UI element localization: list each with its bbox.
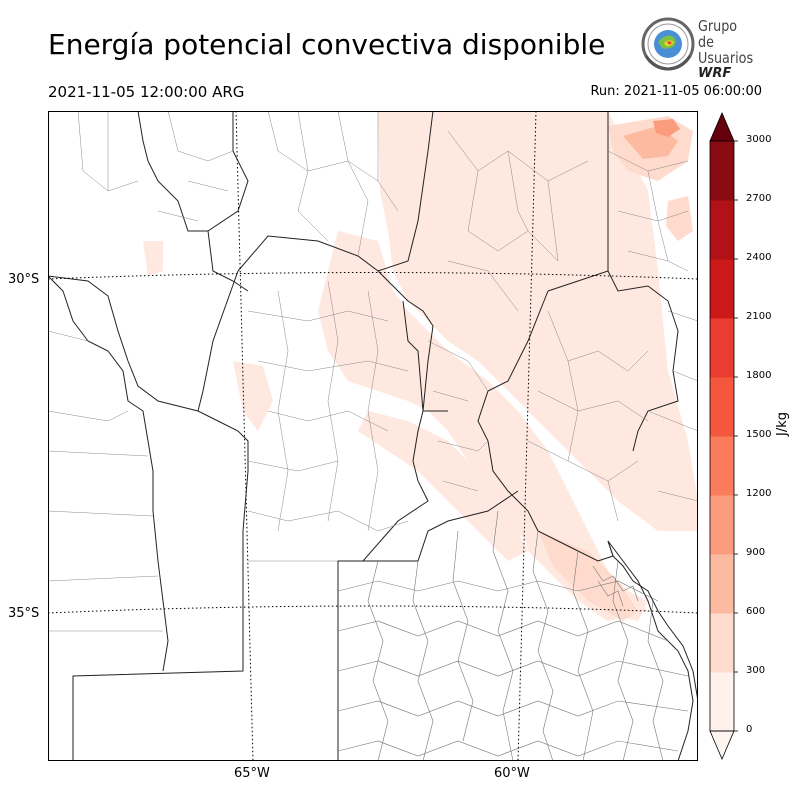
- map-panel: [48, 111, 698, 761]
- colorbar-tick-label: 2400: [746, 252, 772, 263]
- valid-time: 2021-11-05 12:00:00 ARG: [48, 83, 245, 101]
- partido-boundaries: [337, 510, 689, 761]
- colorbar: [709, 111, 738, 761]
- logo-line-2: Usuarios: [698, 49, 754, 67]
- colorbar-band: [710, 377, 734, 437]
- wrf-globe-icon: [641, 17, 695, 71]
- graticule: [48, 111, 698, 761]
- lon-label-60w: 60°W: [494, 766, 530, 781]
- coastline: [607, 540, 698, 702]
- colorbar-band: [710, 613, 734, 673]
- run-time: Run: 2021-11-05 06:00:00: [590, 84, 762, 99]
- colorbar-tick-label: 0: [746, 724, 753, 735]
- colorbar-band: [710, 495, 734, 555]
- logo-line-1: Grupo de: [698, 17, 738, 51]
- colorbar-tick-label: 2700: [746, 193, 772, 204]
- colorbar-band: [710, 436, 734, 496]
- lat-label-30s: 30°S: [8, 272, 40, 287]
- colorbar-band: [710, 554, 734, 614]
- page-title: Energía potencial convectiva disponible: [48, 28, 606, 61]
- colorbar-tick-label: 1500: [746, 429, 772, 440]
- colorbar-band: [710, 672, 734, 732]
- colorbar-tick-label: 900: [746, 547, 766, 558]
- logo-line-3: WRF: [698, 66, 732, 81]
- cape-shading: [143, 111, 698, 621]
- colorbar-unit: J/kg: [775, 412, 790, 436]
- colorbar-extend-max: [709, 111, 735, 142]
- logo: Grupo de Usuarios WRF: [640, 16, 760, 81]
- colorbar-band: [710, 259, 734, 319]
- colorbar-band: [710, 200, 734, 260]
- colorbar-tick-label: 2100: [746, 311, 772, 322]
- cape-shading-high: [538, 116, 693, 621]
- lat-label-35s: 35°S: [8, 606, 40, 621]
- colorbar-band: [710, 141, 734, 201]
- colorbar-tick-label: 1800: [746, 370, 772, 381]
- colorbar-tick-label: 300: [746, 665, 766, 676]
- colorbar-extend-min: [709, 730, 735, 761]
- department-boundaries: [48, 111, 698, 632]
- colorbar-band: [710, 318, 734, 378]
- colorbar-tick-label: 1200: [746, 488, 772, 499]
- colorbar-tick-label: 3000: [746, 134, 772, 145]
- colorbar-tick-label: 600: [746, 606, 766, 617]
- lon-label-65w: 65°W: [234, 766, 270, 781]
